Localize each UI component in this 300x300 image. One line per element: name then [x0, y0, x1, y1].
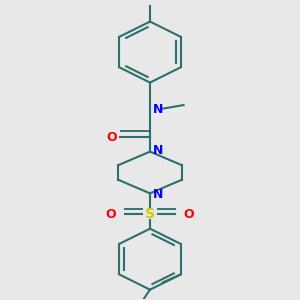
Text: O: O	[184, 208, 194, 221]
Text: N: N	[153, 188, 164, 201]
Text: O: O	[106, 208, 116, 221]
Text: N: N	[153, 103, 164, 116]
Text: N: N	[153, 144, 164, 157]
Text: S: S	[145, 207, 155, 221]
Text: O: O	[106, 131, 117, 144]
